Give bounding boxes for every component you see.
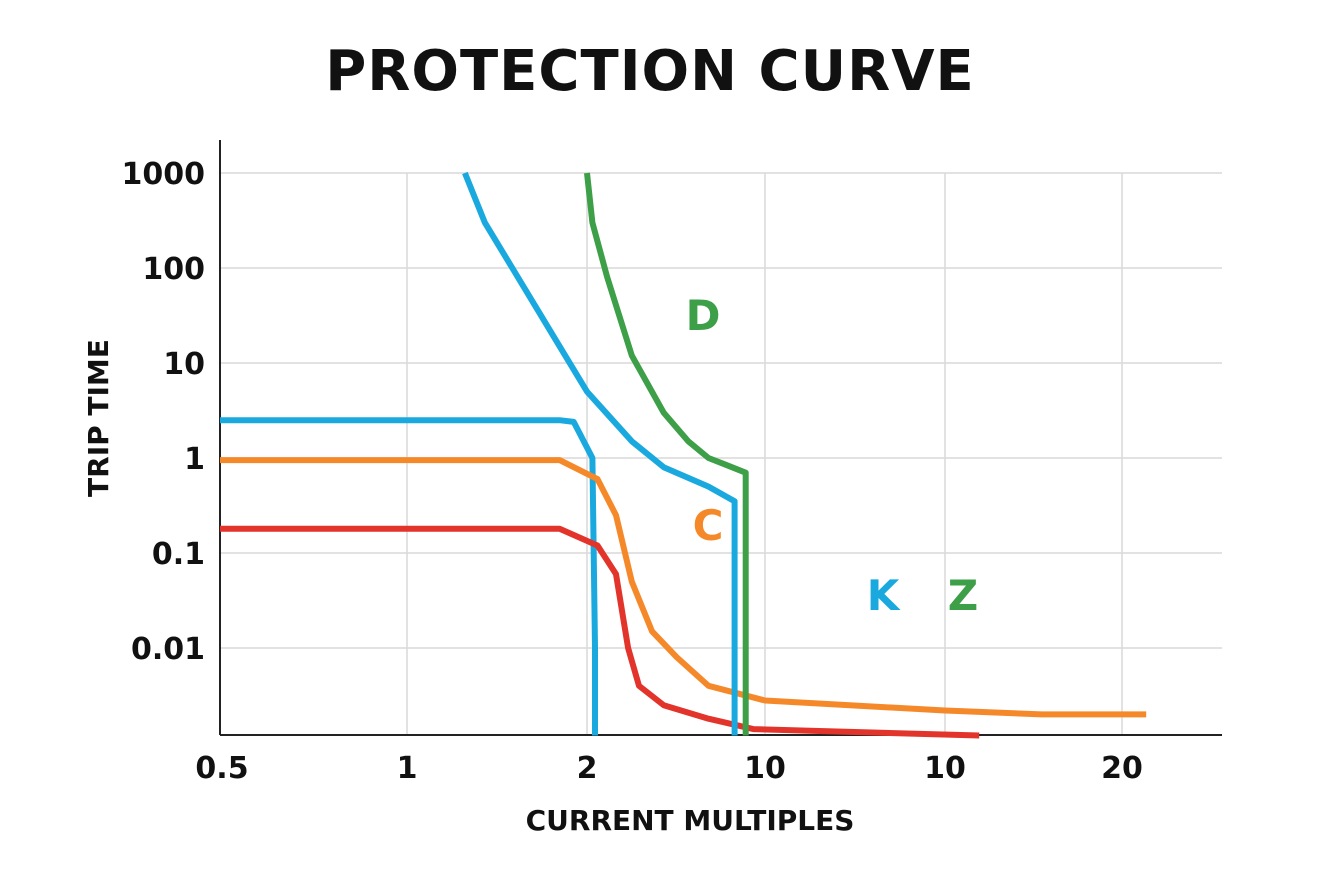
y-tick-labels: 1000 100 10 1 0.1 0.01 bbox=[122, 157, 206, 667]
series-labels: D C K Z bbox=[686, 291, 979, 620]
series-3-line bbox=[220, 525, 980, 739]
series-label-k: K bbox=[867, 571, 901, 620]
curves bbox=[220, 171, 1147, 739]
x-tick-labels: 0.5 1 2 10 10 20 bbox=[195, 751, 1142, 786]
x-tick-label: 10 bbox=[744, 751, 786, 786]
series-1-line bbox=[220, 417, 598, 736]
x-tick-label: 20 bbox=[1101, 751, 1143, 786]
y-tick-label: 100 bbox=[142, 252, 205, 287]
y-tick-label: 1000 bbox=[122, 157, 206, 192]
chart-title: PROTECTION CURVE bbox=[325, 39, 975, 104]
x-tick-label: 0.5 bbox=[195, 751, 248, 786]
x-tick-label: 10 bbox=[924, 751, 966, 786]
axes bbox=[219, 140, 1222, 736]
y-tick-label: 10 bbox=[163, 347, 205, 382]
series-label-z: Z bbox=[948, 571, 978, 620]
series-4-line bbox=[462, 171, 738, 736]
series-label-c: C bbox=[693, 501, 724, 550]
x-axis-label: CURRENT MULTIPLES bbox=[526, 804, 855, 837]
y-tick-label: 0.01 bbox=[131, 632, 205, 667]
x-tick-label: 2 bbox=[577, 751, 598, 786]
y-tick-label: 0.1 bbox=[152, 537, 205, 572]
x-tick-label: 1 bbox=[397, 751, 418, 786]
series-label-d: D bbox=[686, 291, 721, 340]
grid bbox=[220, 172, 1222, 735]
y-tick-label: 1 bbox=[184, 442, 205, 477]
series-2-line bbox=[220, 457, 1147, 718]
y-axis-label: TRIP TIME bbox=[82, 339, 115, 497]
series-5-line bbox=[584, 172, 749, 736]
